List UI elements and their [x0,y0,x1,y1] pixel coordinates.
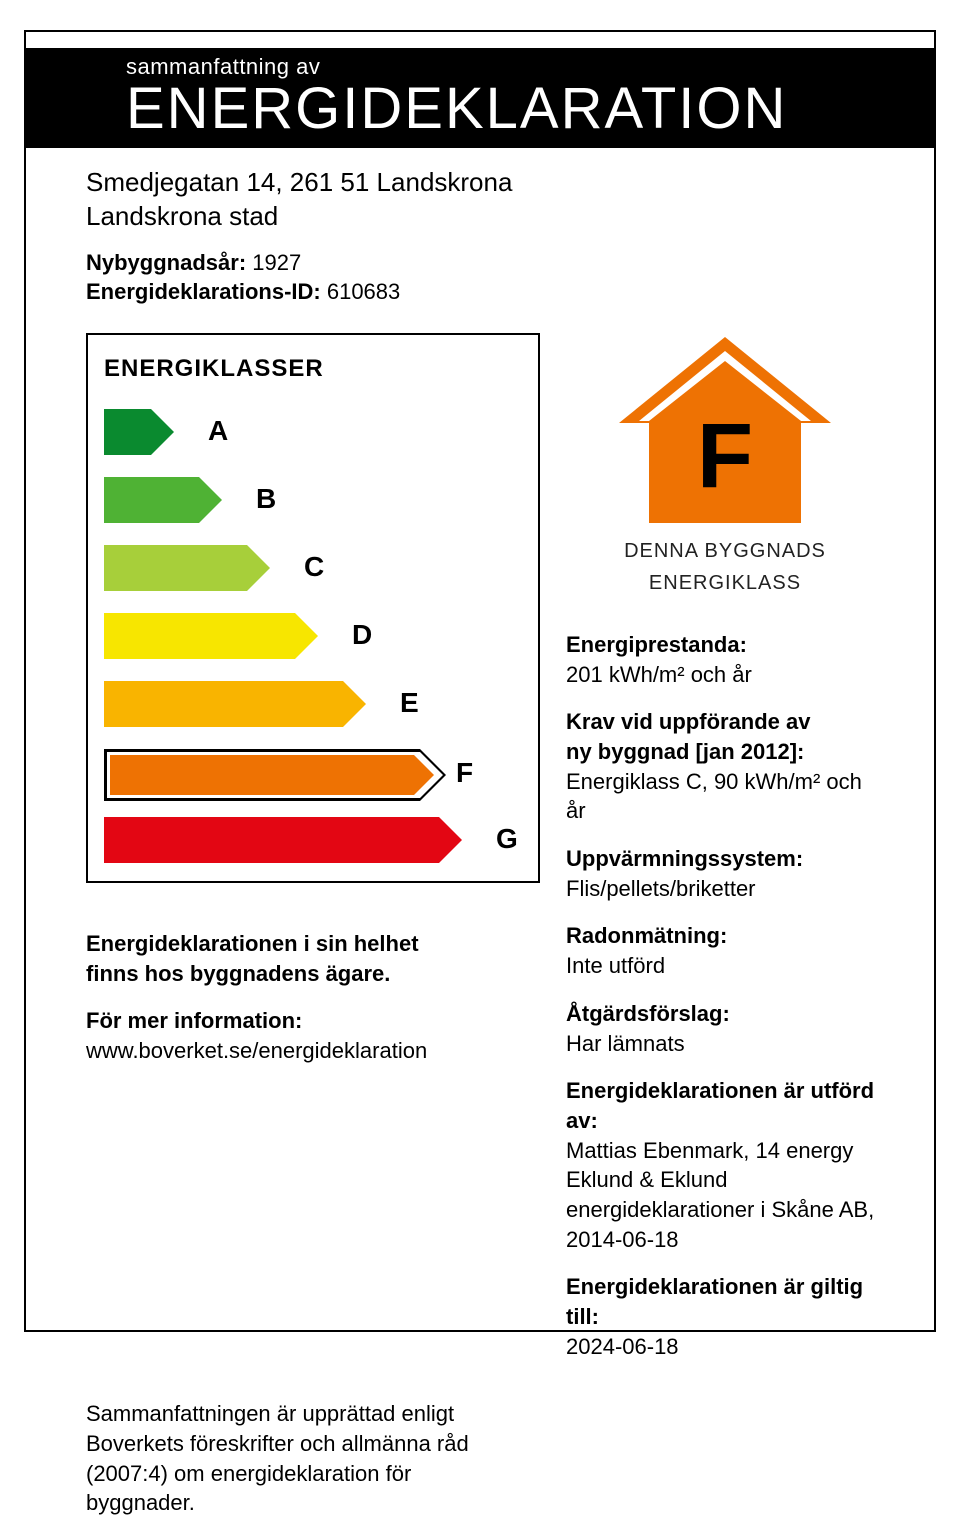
perf-value: 201 kWh/m² och år [566,660,884,690]
more-info-label: För mer information: [86,1006,546,1036]
req-label-1: Krav vid uppförande av [566,707,884,737]
heat-value: Flis/pellets/briketter [566,874,884,904]
energy-bar-e: E [104,681,522,741]
id-label: Energideklarations-ID: [86,279,321,304]
energy-class-box: ENERGIKLASSER A B C D E F G [86,333,540,883]
by-value: Mattias Ebenmark, 14 energy Eklund & Ekl… [566,1136,884,1255]
left-column: ENERGIKLASSER A B C D E F G Energideklaratione… [86,333,546,1379]
energy-bar-d: D [104,613,522,673]
right-info-list: Energiprestanda: 201 kWh/m² och år Krav … [566,630,884,1361]
action-label: Åtgärdsförslag: [566,999,884,1029]
energy-bars: A B C D E F G [104,409,522,877]
radon-label: Radonmätning: [566,921,884,951]
address-line-2: Landskrona stad [86,200,884,234]
energy-bar-label: A [208,415,228,447]
energy-bar-label: E [400,687,419,719]
house-icon-wrap: F DENNA BYGGNADS ENERGIKLASS [566,337,884,596]
perf-label: Energiprestanda: [566,630,884,660]
year-value: 1927 [252,250,301,275]
req-value: Energiklass C, 90 kWh/m² och år [566,767,884,826]
house-caption-1: DENNA BYGGNADS [566,538,884,564]
header-bar: sammanfattning av ENERGIDEKLARATION [26,48,934,148]
meta-block: Nybyggnadsår: 1927 Energideklarations-ID… [86,248,884,307]
full-decl-line-2: finns hos byggnadens ägare. [86,959,546,989]
content: Smedjegatan 14, 261 51 Landskrona Landsk… [26,148,934,1379]
header-title: ENERGIDEKLARATION [26,80,934,138]
energy-bar-b: B [104,477,522,537]
radon-value: Inte utförd [566,951,884,981]
energy-bar-label: D [352,619,372,651]
columns: ENERGIKLASSER A B C D E F G Energideklaratione… [86,333,884,1379]
energy-bar-a: A [104,409,522,469]
energy-bar-label: G [496,823,518,855]
house-letter: F [697,405,753,507]
energy-bar-label: F [456,757,473,789]
house-icon: F [615,337,835,527]
id-value: 610683 [327,279,400,304]
energy-class-title: ENERGIKLASSER [104,355,522,383]
energy-bar-f: F [104,749,522,809]
full-decl-line-1: Energideklarationen i sin helhet [86,929,546,959]
left-info: Energideklarationen i sin helhet finns h… [86,929,546,1066]
heat-label: Uppvärmningssystem: [566,844,884,874]
energy-bar-label: C [304,551,324,583]
energy-bar-g: G [104,817,522,877]
year-label: Nybyggnadsår: [86,250,246,275]
address-line-1: Smedjegatan 14, 261 51 Landskrona [86,166,884,200]
right-column: F DENNA BYGGNADS ENERGIKLASS Energiprest… [558,333,884,1379]
req-label-2: ny byggnad [jan 2012]: [566,737,884,767]
action-value: Har lämnats [566,1029,884,1059]
energy-bar-c: C [104,545,522,605]
energy-bar-label: B [256,483,276,515]
valid-label: Energideklarationen är giltig till: [566,1272,884,1331]
by-label: Energideklarationen är utförd av: [566,1076,884,1135]
valid-value: 2024-06-18 [566,1332,884,1362]
more-info-url: www.boverket.se/energideklaration [86,1036,546,1066]
house-caption-2: ENERGIKLASS [566,570,884,596]
document-frame: sammanfattning av ENERGIDEKLARATION Smed… [24,30,936,1332]
footer-note: Sammanfattningen är upprättad enligt Bov… [26,1379,566,1518]
